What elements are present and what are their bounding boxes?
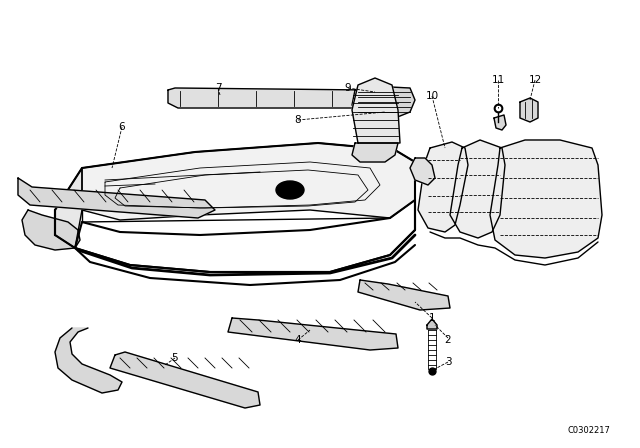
Polygon shape — [228, 318, 398, 350]
Text: 8: 8 — [294, 115, 301, 125]
Polygon shape — [450, 140, 505, 238]
Polygon shape — [18, 178, 215, 218]
Polygon shape — [352, 86, 415, 118]
Polygon shape — [352, 78, 400, 143]
Text: 5: 5 — [172, 353, 179, 363]
Text: 9: 9 — [345, 83, 351, 93]
Text: 11: 11 — [492, 75, 504, 85]
Polygon shape — [75, 200, 415, 272]
Text: 10: 10 — [426, 91, 438, 101]
Polygon shape — [358, 280, 450, 310]
Text: 2: 2 — [445, 335, 451, 345]
Polygon shape — [22, 210, 80, 250]
Polygon shape — [82, 143, 415, 220]
Text: C0302217: C0302217 — [567, 426, 610, 435]
Ellipse shape — [276, 181, 304, 199]
Polygon shape — [418, 142, 468, 232]
Polygon shape — [55, 328, 122, 393]
Polygon shape — [55, 143, 415, 272]
Polygon shape — [520, 98, 538, 122]
Polygon shape — [427, 319, 437, 329]
Polygon shape — [494, 115, 506, 130]
Text: 1: 1 — [429, 313, 435, 323]
Polygon shape — [410, 158, 435, 185]
Polygon shape — [490, 140, 602, 258]
Text: 7: 7 — [214, 83, 221, 93]
Polygon shape — [168, 88, 372, 108]
Text: 4: 4 — [294, 335, 301, 345]
Polygon shape — [110, 352, 260, 408]
Text: 12: 12 — [529, 75, 541, 85]
Text: 3: 3 — [445, 357, 451, 367]
Polygon shape — [352, 143, 398, 162]
Text: 6: 6 — [118, 122, 125, 132]
Polygon shape — [55, 168, 82, 248]
